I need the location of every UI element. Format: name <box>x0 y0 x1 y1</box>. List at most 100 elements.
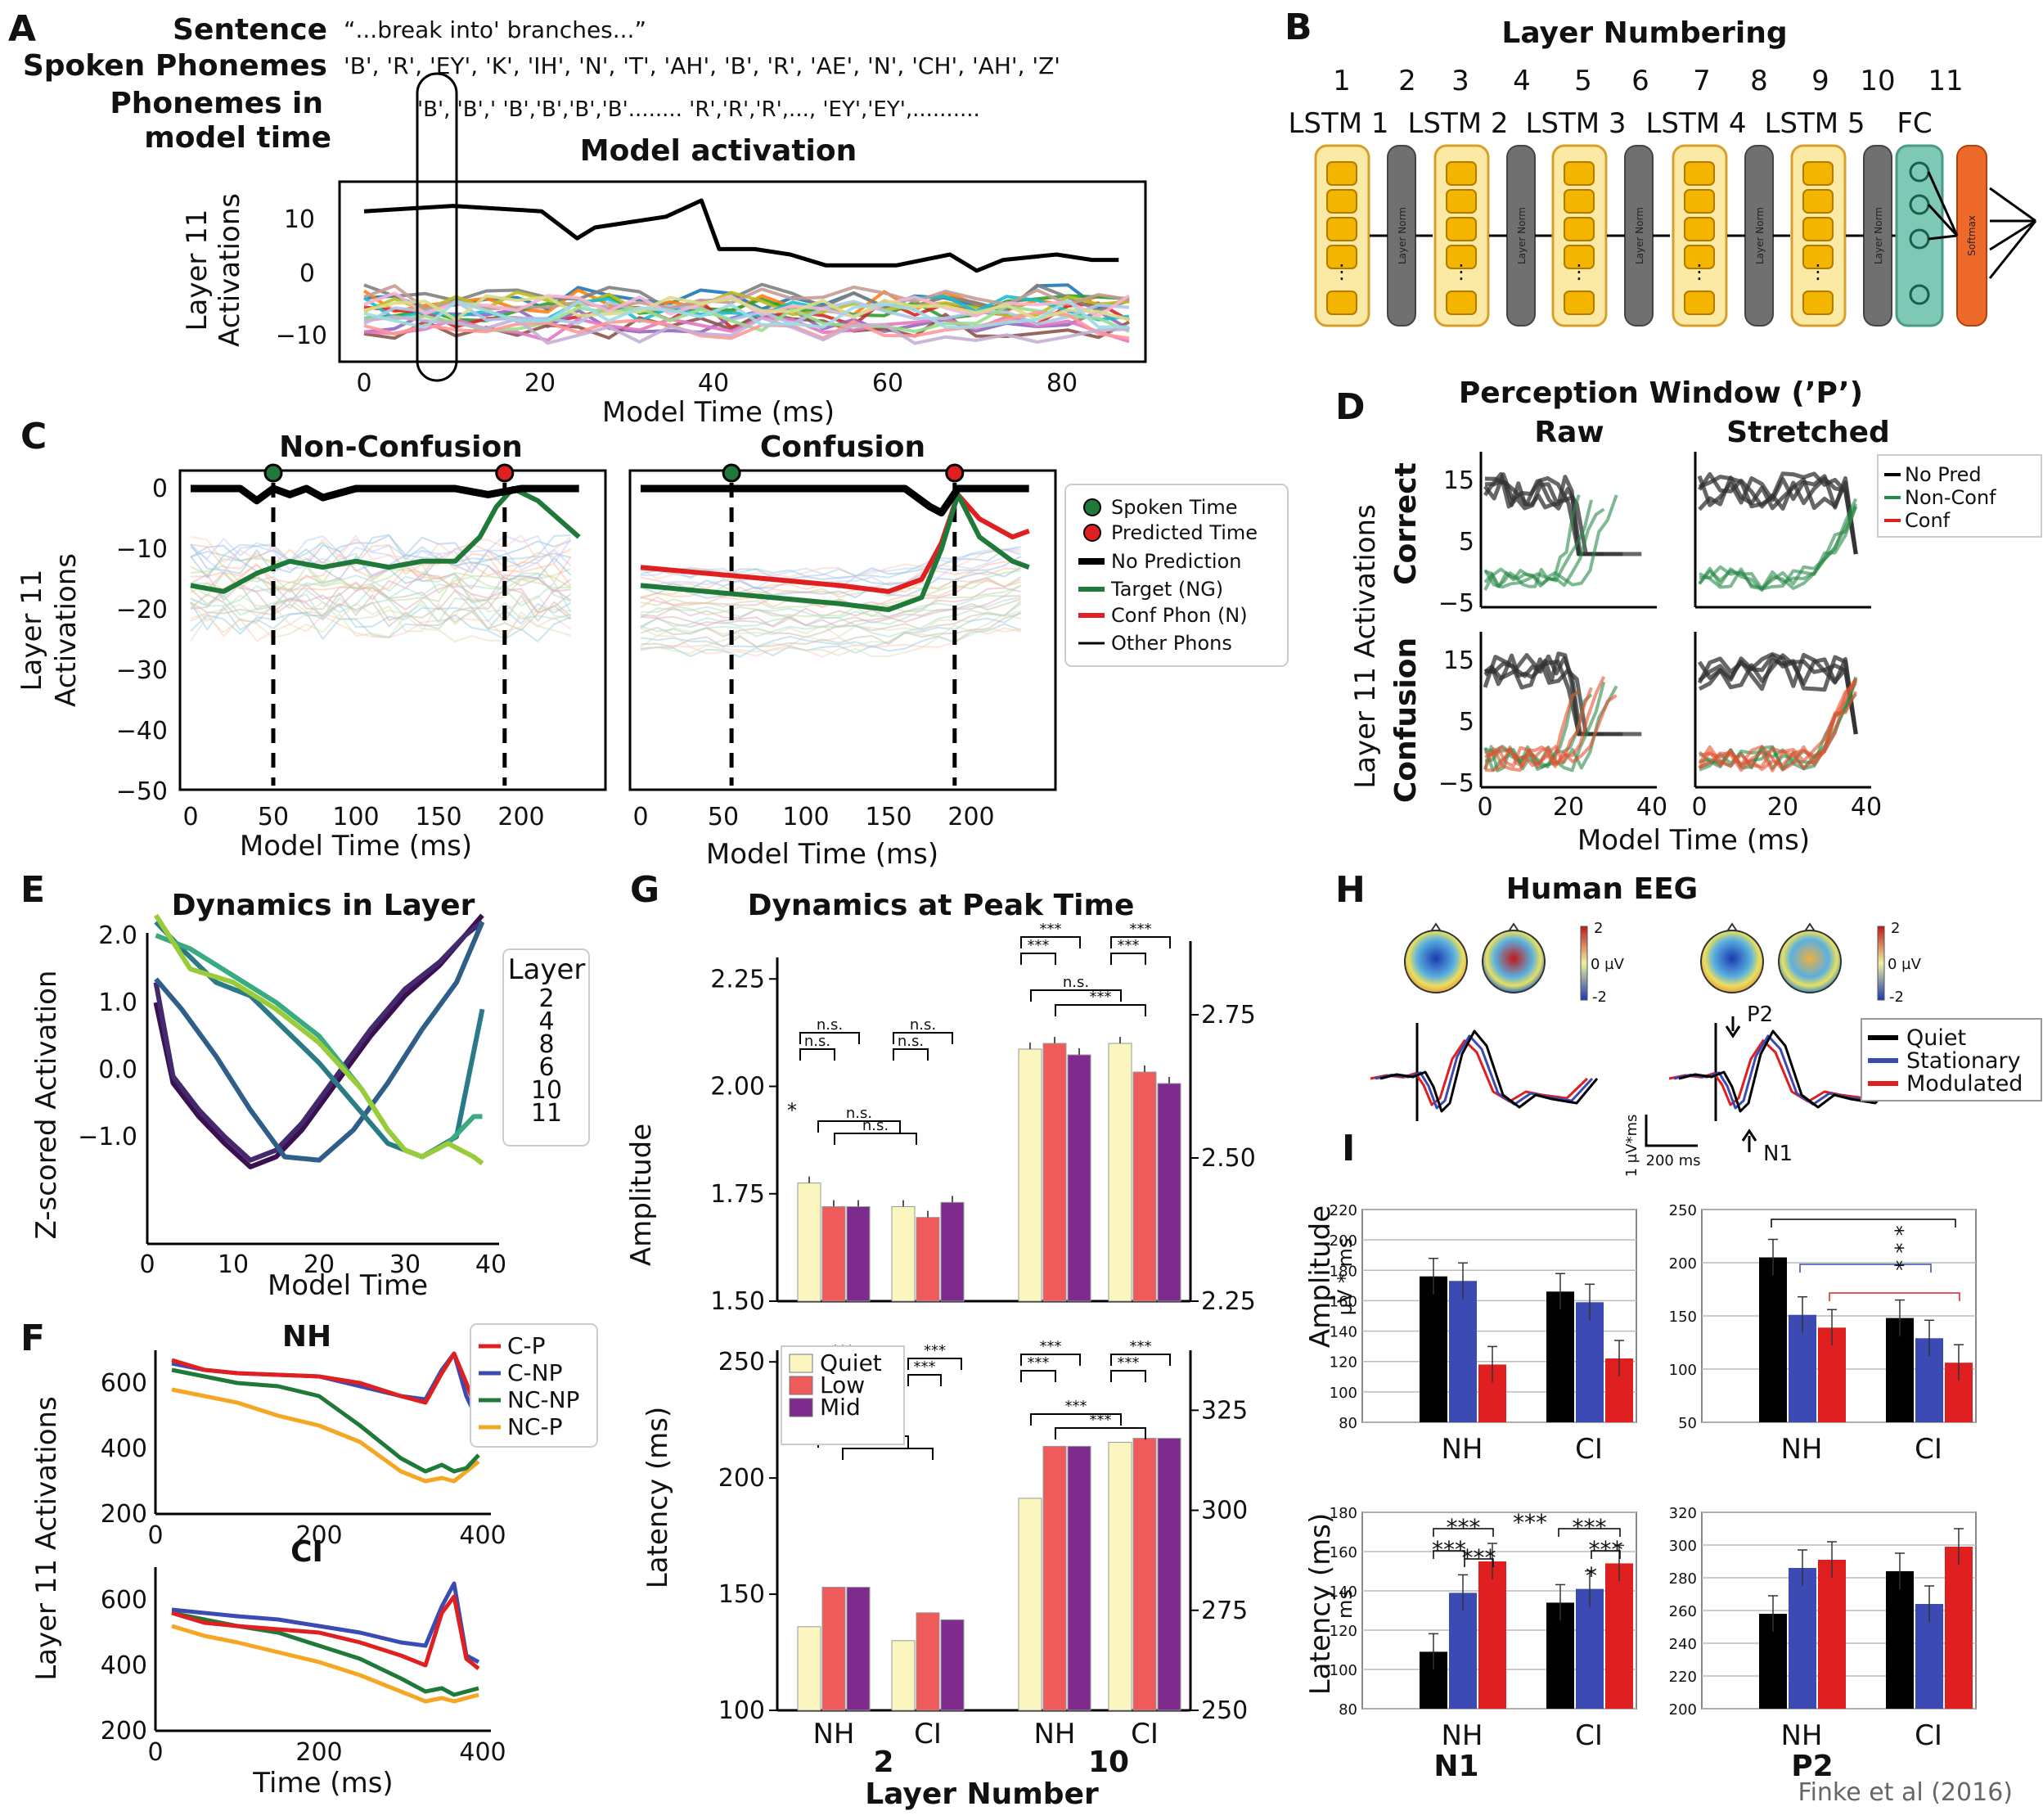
other-phoneme-line <box>190 563 572 594</box>
other-phoneme-line <box>190 543 572 574</box>
sig-label: *** <box>1447 1514 1481 1541</box>
i-ytick: 100 <box>1330 1385 1357 1402</box>
scalp-topomap <box>1778 930 1842 993</box>
layer-number: 8 <box>1750 65 1768 97</box>
c-xtick: 150 <box>415 803 461 831</box>
sig-bracket <box>1055 1427 1146 1439</box>
panel-c-lines <box>190 463 1030 786</box>
no-pred-line <box>1483 653 1642 737</box>
e-ylabel: Z-scored Activation <box>30 971 63 1240</box>
sig-bracket <box>1110 936 1171 948</box>
ellipsis-icon: ⋮ <box>1690 260 1709 283</box>
g-ytick: 100 <box>718 1696 765 1725</box>
sig-bracket <box>1433 1528 1494 1537</box>
g-ytick: 2.50 <box>1201 1144 1256 1173</box>
f-xtick: 400 <box>459 1738 506 1767</box>
p2-arrow-head <box>1725 1025 1741 1038</box>
e-legend-entry: 11 <box>531 1099 562 1128</box>
other-phoneme-line <box>190 534 572 565</box>
d-row-correct: Correct <box>1389 462 1423 585</box>
g-ytick: 2.25 <box>1201 1287 1256 1316</box>
d-ytick: −5 <box>1438 589 1474 618</box>
sig-label: *** <box>1118 1354 1140 1372</box>
other-phoneme-line <box>640 587 1021 619</box>
lstm-unit <box>1802 161 1834 186</box>
lstm-label: LSTM 1 <box>1288 107 1388 140</box>
sig-label: n.s. <box>910 1016 936 1034</box>
sig-label: n.s. <box>862 1117 889 1134</box>
non-conf-line <box>1483 494 1618 589</box>
h-legend-label: Quiet <box>1906 1025 1966 1051</box>
layer-number: 2 <box>1398 65 1416 97</box>
sig-bracket <box>907 1374 942 1386</box>
scale-y-label: 1 µV*ms <box>1623 1115 1640 1178</box>
layernorm-label: Layer Norm <box>1516 207 1528 264</box>
panel-letter-h: H <box>1335 869 1366 911</box>
sig-bracket <box>1020 936 1081 948</box>
g-xlabel: Layer Number <box>865 1777 1099 1811</box>
h-legend-label: Modulated <box>1906 1071 2023 1097</box>
layer-number: 9 <box>1811 65 1829 97</box>
lstm-unit <box>1684 161 1715 186</box>
ellipsis-icon: ⋮ <box>1569 260 1589 283</box>
layernorm-label: Layer Norm <box>1873 207 1884 264</box>
g-ytick: 275 <box>1201 1597 1248 1625</box>
d-ytick: 5 <box>1459 708 1474 737</box>
lstm-unit <box>1564 291 1595 315</box>
panel-a-axes <box>338 180 1147 363</box>
c-xtick: 50 <box>258 803 289 831</box>
i-bar <box>1945 1547 1973 1709</box>
i-ytick: 200 <box>1330 1232 1357 1250</box>
i-ytick: 260 <box>1669 1603 1697 1620</box>
sig-bracket <box>1020 953 1056 965</box>
activation-line <box>363 299 1130 329</box>
lstm-unit <box>1326 161 1357 186</box>
panel-h-plot: 2 0 µV -2 2 0 µV -2 P2 N1 1 µV*ms 200 ms <box>1370 920 1922 1177</box>
predicted-time-marker <box>495 463 515 483</box>
scale-x-label: 200 ms <box>1646 1152 1701 1169</box>
d-ytick: 5 <box>1459 528 1474 556</box>
panel-letter-c: C <box>20 416 47 457</box>
lstm-unit <box>1684 291 1715 315</box>
layer-number: 4 <box>1513 65 1531 97</box>
g-ytick: 200 <box>718 1464 765 1493</box>
i-group-label: NH <box>1781 1719 1823 1752</box>
f-xtick: 0 <box>147 1521 163 1550</box>
non-conf-line <box>1484 494 1581 588</box>
fc-node <box>1909 284 1930 305</box>
c-ytick: −40 <box>116 717 168 746</box>
sig-label: * <box>787 1099 797 1122</box>
i-ytick: 80 <box>1339 1701 1357 1719</box>
g-legend-swatch-quiet <box>789 1354 813 1373</box>
other-phoneme-line <box>190 572 571 604</box>
other-phoneme-line <box>640 602 1022 637</box>
non-conf-line <box>1699 506 1858 590</box>
f-legend-label: C-P <box>507 1332 546 1359</box>
colorbar-label: -2 <box>1889 989 1904 1006</box>
f-legend: C-P C-NP NC-NP NC-P <box>470 1323 598 1448</box>
sig-label: *** <box>1130 1338 1152 1355</box>
h-legend-label: Stationary <box>1906 1048 2021 1074</box>
lstm-unit <box>1326 189 1357 214</box>
lstm-unit <box>1802 291 1834 315</box>
i-group-label: CI <box>1915 1433 1942 1466</box>
g-ytick: 250 <box>718 1348 765 1376</box>
other-phoneme-line <box>640 566 1022 599</box>
i-bar <box>1546 1291 1574 1422</box>
g-bar <box>1042 1445 1067 1711</box>
output-arrow <box>1988 220 2037 279</box>
d-legend-label: No Pred <box>1905 463 1982 486</box>
spoken-label: Spoken Phonemes <box>23 49 327 83</box>
d-xtick: 0 <box>1477 793 1492 822</box>
sig-bracket <box>1433 1550 1465 1559</box>
no-pred-line <box>1698 651 1858 735</box>
nose-icon <box>1430 922 1442 932</box>
lstm-unit <box>1446 291 1477 315</box>
panel-letter-d: D <box>1335 386 1366 428</box>
i-bar <box>1886 1571 1914 1709</box>
conf-line <box>1484 687 1593 768</box>
g-legend-label: Mid <box>820 1394 861 1421</box>
sig-label: n.s. <box>1063 974 1089 991</box>
panel-g-plot: 2.25 2.00 1.75 1.50 2.75 2.50 2.25 250 200 150 100… <box>710 921 1256 1779</box>
e-legend-entry: 2 <box>538 984 554 1013</box>
